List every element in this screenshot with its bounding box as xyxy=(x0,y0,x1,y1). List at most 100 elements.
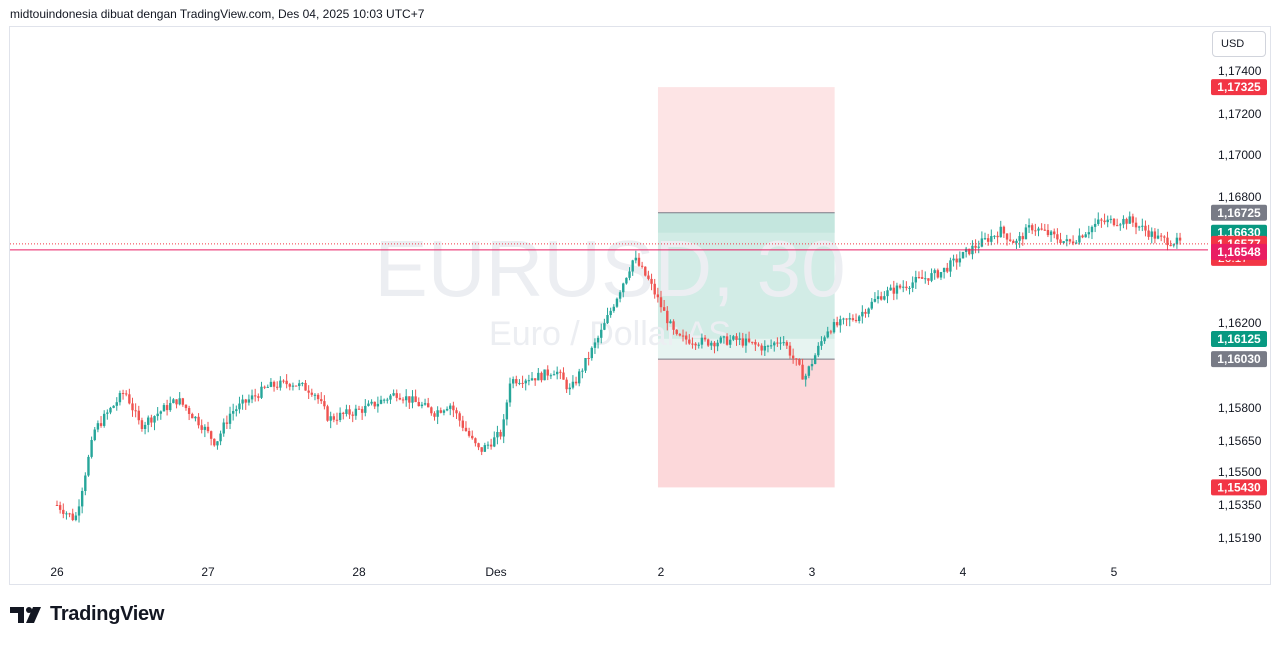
candle[interactable] xyxy=(543,369,546,381)
candle[interactable] xyxy=(1043,223,1046,231)
candle[interactable] xyxy=(96,420,100,433)
candle[interactable] xyxy=(729,334,732,348)
candle[interactable] xyxy=(329,411,332,429)
candle[interactable] xyxy=(80,487,84,514)
candle[interactable] xyxy=(87,454,90,477)
candle[interactable] xyxy=(578,368,581,387)
candle[interactable] xyxy=(493,431,496,448)
candle[interactable] xyxy=(791,348,795,364)
candle[interactable] xyxy=(395,389,398,402)
candle[interactable] xyxy=(471,430,474,440)
candle[interactable] xyxy=(1084,232,1087,238)
candle[interactable] xyxy=(779,336,782,350)
candle[interactable] xyxy=(829,329,833,335)
candle[interactable] xyxy=(109,406,112,415)
candle[interactable] xyxy=(1109,215,1113,224)
candle[interactable] xyxy=(722,335,726,344)
candle[interactable] xyxy=(763,340,767,357)
candle[interactable] xyxy=(313,393,317,401)
candle[interactable] xyxy=(1090,225,1094,240)
candle[interactable] xyxy=(150,414,153,428)
candle[interactable] xyxy=(788,342,792,359)
candle[interactable] xyxy=(106,409,109,420)
candle[interactable] xyxy=(537,367,540,381)
candle[interactable] xyxy=(269,378,273,388)
candle[interactable] xyxy=(555,366,559,380)
time-axis[interactable]: 26 27 28 Des 2 3 4 5 xyxy=(50,565,1117,579)
candle[interactable] xyxy=(263,385,266,390)
candle[interactable] xyxy=(489,438,493,450)
candle[interactable] xyxy=(974,239,977,254)
candle[interactable] xyxy=(1040,223,1043,231)
candle[interactable] xyxy=(316,393,320,404)
candle[interactable] xyxy=(1150,227,1153,244)
candle[interactable] xyxy=(1166,231,1169,251)
candle[interactable] xyxy=(653,278,656,299)
candle[interactable] xyxy=(559,369,562,380)
candle[interactable] xyxy=(785,340,789,349)
candle[interactable] xyxy=(518,379,521,386)
candle[interactable] xyxy=(345,404,348,417)
candle[interactable] xyxy=(955,254,958,270)
candle[interactable] xyxy=(206,421,210,434)
candle[interactable] xyxy=(178,392,181,406)
candle[interactable] xyxy=(1156,228,1160,240)
candle[interactable] xyxy=(845,318,848,327)
candle[interactable] xyxy=(618,290,622,303)
candle[interactable] xyxy=(131,397,134,417)
candle[interactable] xyxy=(191,412,194,419)
candle[interactable] xyxy=(1163,235,1166,243)
candle[interactable] xyxy=(769,339,773,349)
candle[interactable] xyxy=(112,405,115,409)
candle[interactable] xyxy=(442,409,446,416)
candle[interactable] xyxy=(880,291,883,301)
candle[interactable] xyxy=(1065,234,1069,247)
candle[interactable] xyxy=(760,343,763,356)
candle[interactable] xyxy=(521,375,524,388)
candle[interactable] xyxy=(285,374,288,389)
candle[interactable] xyxy=(669,319,672,324)
tradingview-logo[interactable]: TradingView xyxy=(10,603,164,626)
candle[interactable] xyxy=(84,472,87,496)
candle[interactable] xyxy=(744,333,748,353)
candle[interactable] xyxy=(1131,213,1135,227)
candle[interactable] xyxy=(732,334,735,342)
candle[interactable] xyxy=(587,351,590,366)
candle[interactable] xyxy=(335,412,339,425)
candle[interactable] xyxy=(502,414,505,444)
candle[interactable] xyxy=(854,313,858,323)
candle[interactable] xyxy=(883,291,886,301)
candle[interactable] xyxy=(823,335,826,344)
candle[interactable] xyxy=(1049,230,1053,242)
candle[interactable] xyxy=(354,404,358,420)
candle[interactable] xyxy=(735,333,738,346)
candle[interactable] xyxy=(1112,218,1116,227)
candle[interactable] xyxy=(294,385,298,387)
stop-zone-upper[interactable] xyxy=(657,87,835,213)
candle[interactable] xyxy=(1106,215,1109,228)
candle[interactable] xyxy=(961,251,965,259)
candle[interactable] xyxy=(527,374,531,386)
candle[interactable] xyxy=(637,253,641,267)
candle[interactable] xyxy=(398,393,402,401)
candle[interactable] xyxy=(392,389,395,397)
stop-zone-lower[interactable] xyxy=(657,359,835,488)
candle[interactable] xyxy=(1031,223,1034,235)
candle[interactable] xyxy=(694,342,697,350)
candle[interactable] xyxy=(1097,212,1100,226)
candle[interactable] xyxy=(876,290,880,304)
candle[interactable] xyxy=(662,299,666,311)
candle[interactable] xyxy=(222,418,225,437)
candle[interactable] xyxy=(379,395,383,405)
candle[interactable] xyxy=(279,376,282,391)
candle[interactable] xyxy=(839,315,842,333)
candle[interactable] xyxy=(832,318,836,334)
candle[interactable] xyxy=(1081,234,1084,239)
candle[interactable] xyxy=(257,393,260,402)
candle[interactable] xyxy=(1071,235,1075,246)
candle[interactable] xyxy=(203,424,207,438)
candle[interactable] xyxy=(209,430,213,446)
candle[interactable] xyxy=(905,281,908,291)
candle[interactable] xyxy=(77,499,81,523)
candle[interactable] xyxy=(533,378,537,386)
